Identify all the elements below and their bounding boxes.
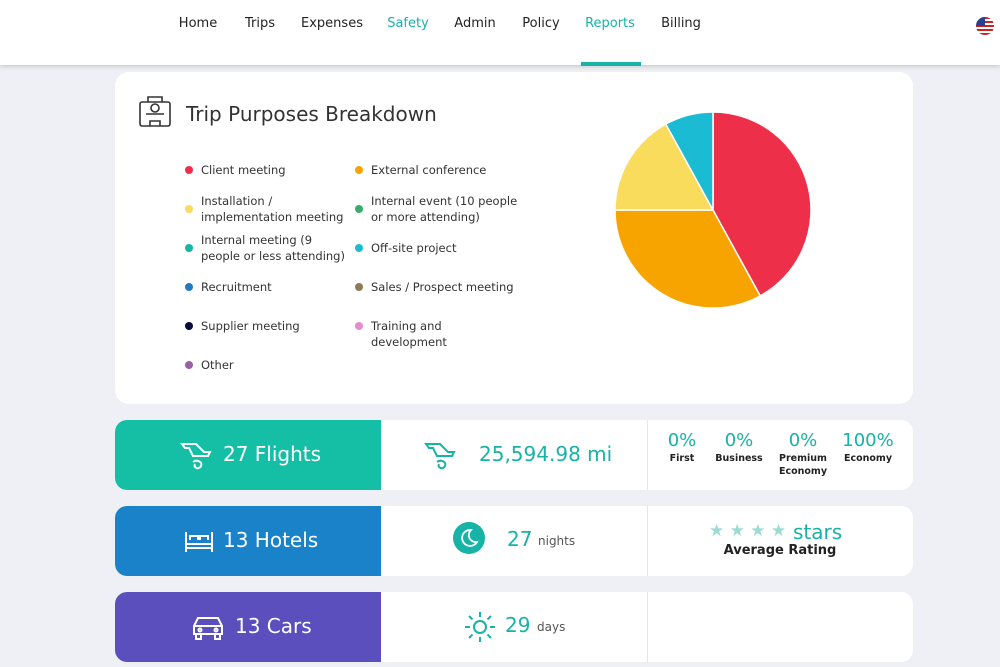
moon-icon — [453, 522, 485, 554]
rating-stars: ★ ★ ★ ★ — [709, 521, 787, 541]
legend-label: Recruitment — [201, 280, 272, 294]
legend-swatch — [355, 283, 363, 291]
flight-distance: 25,594.98 mi — [479, 442, 613, 466]
sun-icon — [465, 612, 495, 642]
hotels-panel: 13 Hotels — [115, 506, 381, 576]
nights-count: 27 — [507, 527, 533, 551]
nav-item[interactable]: Expenses — [301, 16, 363, 31]
divider — [647, 592, 648, 662]
nav-item[interactable]: Reports — [585, 16, 635, 31]
legend-swatch — [185, 322, 193, 330]
legend-label: Internal event (10 people or more attend… — [371, 194, 518, 224]
chart-title: Trip Purposes Breakdown — [186, 102, 437, 126]
flights-row: 27 Flights 25,594.98 mi 0% First 0% Busines… — [115, 420, 913, 490]
flights-panel: 27 Flights — [115, 420, 381, 490]
class-name: Premium Economy — [778, 453, 828, 477]
legend-label: Supplier meeting — [201, 319, 300, 333]
plane-icon — [180, 443, 212, 470]
pie-slice — [664, 111, 714, 211]
divider — [647, 420, 648, 490]
legend-swatch — [355, 205, 363, 213]
legend-label: Off-site project — [371, 241, 457, 255]
hotels-count: 13 Hotels — [223, 528, 319, 552]
class-name: First — [669, 453, 695, 464]
nav-item[interactable]: Policy — [522, 16, 560, 31]
legend-label: Sales / Prospect meeting — [371, 280, 514, 294]
class-share: 0% — [724, 430, 754, 451]
legend-swatch — [185, 361, 193, 369]
legend-swatch — [355, 166, 363, 174]
days-unit: days — [537, 620, 566, 634]
flag-icon[interactable] — [976, 17, 994, 35]
legend-label: External conference — [371, 163, 487, 177]
legend-swatch — [185, 166, 193, 174]
rating-unit: stars — [793, 520, 843, 544]
hotels-row: 13 Hotels 27 nights ★ ★ ★ ★ stars Averag… — [115, 506, 913, 576]
pie-slice — [614, 209, 762, 309]
class-share: 0% — [667, 430, 697, 451]
legend-swatch — [185, 244, 193, 252]
nav-item[interactable]: Safety — [387, 16, 429, 31]
plane-icon — [424, 443, 456, 470]
nav-item[interactable]: Billing — [661, 16, 701, 31]
bed-icon — [185, 532, 213, 552]
class-share: 0% — [788, 430, 818, 451]
legend-label: Training and development — [371, 319, 447, 349]
legend-swatch — [185, 283, 193, 291]
chart-icon — [139, 96, 171, 127]
days-count: 29 — [505, 613, 531, 637]
divider — [647, 506, 648, 576]
legend-swatch — [185, 205, 193, 213]
cars-panel: 13 Cars — [115, 592, 381, 662]
pie-chart — [614, 111, 812, 309]
legend-label: Other — [201, 358, 234, 372]
car-icon — [193, 617, 223, 640]
rating-label: Average Rating — [723, 543, 837, 558]
legend-swatch — [355, 322, 363, 330]
legend-label: Client meeting — [201, 163, 286, 177]
nav-item[interactable]: Trips — [244, 16, 276, 31]
nights-unit: nights — [538, 534, 576, 548]
nav-item[interactable]: Admin — [454, 16, 496, 31]
class-name: Business — [715, 453, 763, 464]
class-name: Economy — [843, 453, 893, 464]
active-tab-indicator — [581, 62, 641, 66]
pie-slice — [712, 111, 812, 297]
class-share: 100% — [842, 430, 894, 451]
cars-count: 13 Cars — [235, 614, 312, 638]
legend-label: Internal meeting (9 people or less atten… — [201, 233, 345, 263]
legend-label: Installation / implementation meeting — [201, 194, 344, 224]
legend-swatch — [355, 244, 363, 252]
header — [0, 0, 1000, 65]
pie-slice — [614, 123, 715, 211]
nav-item[interactable]: Home — [178, 16, 218, 31]
flights-count: 27 Flights — [223, 442, 322, 466]
cars-row: 13 Cars 29 days — [115, 592, 913, 662]
